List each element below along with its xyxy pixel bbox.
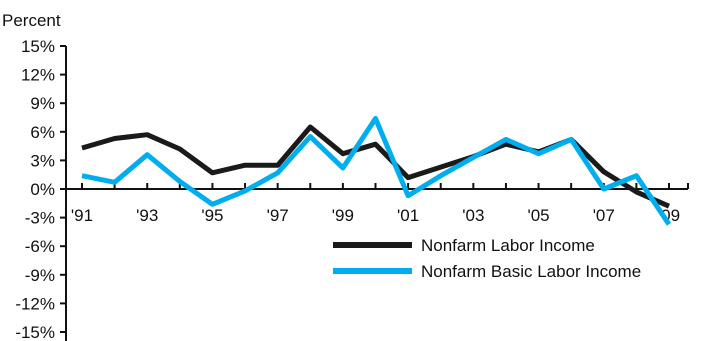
y-tick-label: -3%: [25, 209, 55, 228]
x-tick-label: '01: [397, 206, 419, 225]
x-tick-label: '07: [593, 206, 615, 225]
legend: Nonfarm Labor Income Nonfarm Basic Labor …: [333, 236, 641, 281]
y-tick-label: 6%: [30, 123, 55, 142]
legend-label: Nonfarm Labor Income: [421, 236, 595, 255]
x-tick-label: '99: [332, 206, 354, 225]
y-tick-label: 9%: [30, 94, 55, 113]
y-axis-ticks: 15% 12% 9% 6% 3% 0% -3% -6% -9% -12% -15%: [15, 37, 66, 341]
y-tick-label: 3%: [30, 151, 55, 170]
y-axis-title: Percent: [2, 11, 61, 30]
y-tick-label: -12%: [15, 294, 55, 313]
y-tick-label: 0%: [30, 180, 55, 199]
y-tick-label: -9%: [25, 266, 55, 285]
legend-label: Nonfarm Basic Labor Income: [421, 262, 641, 281]
y-tick-label: 15%: [21, 37, 55, 56]
x-tick-label: '97: [267, 206, 289, 225]
y-tick-label: -6%: [25, 237, 55, 256]
series-line-nonfarm-basic-labor-income: [81, 116, 672, 226]
y-tick-label: -15%: [15, 323, 55, 341]
x-tick-label: '03: [462, 206, 484, 225]
x-tick-label: '93: [136, 206, 158, 225]
x-tick-label: '05: [527, 206, 549, 225]
series-line-nonfarm-labor-income: [81, 124, 671, 209]
y-tick-label: 12%: [21, 66, 55, 85]
x-tick-label: '91: [71, 206, 93, 225]
x-tick-label: '95: [201, 206, 223, 225]
series-lines: [81, 116, 672, 226]
